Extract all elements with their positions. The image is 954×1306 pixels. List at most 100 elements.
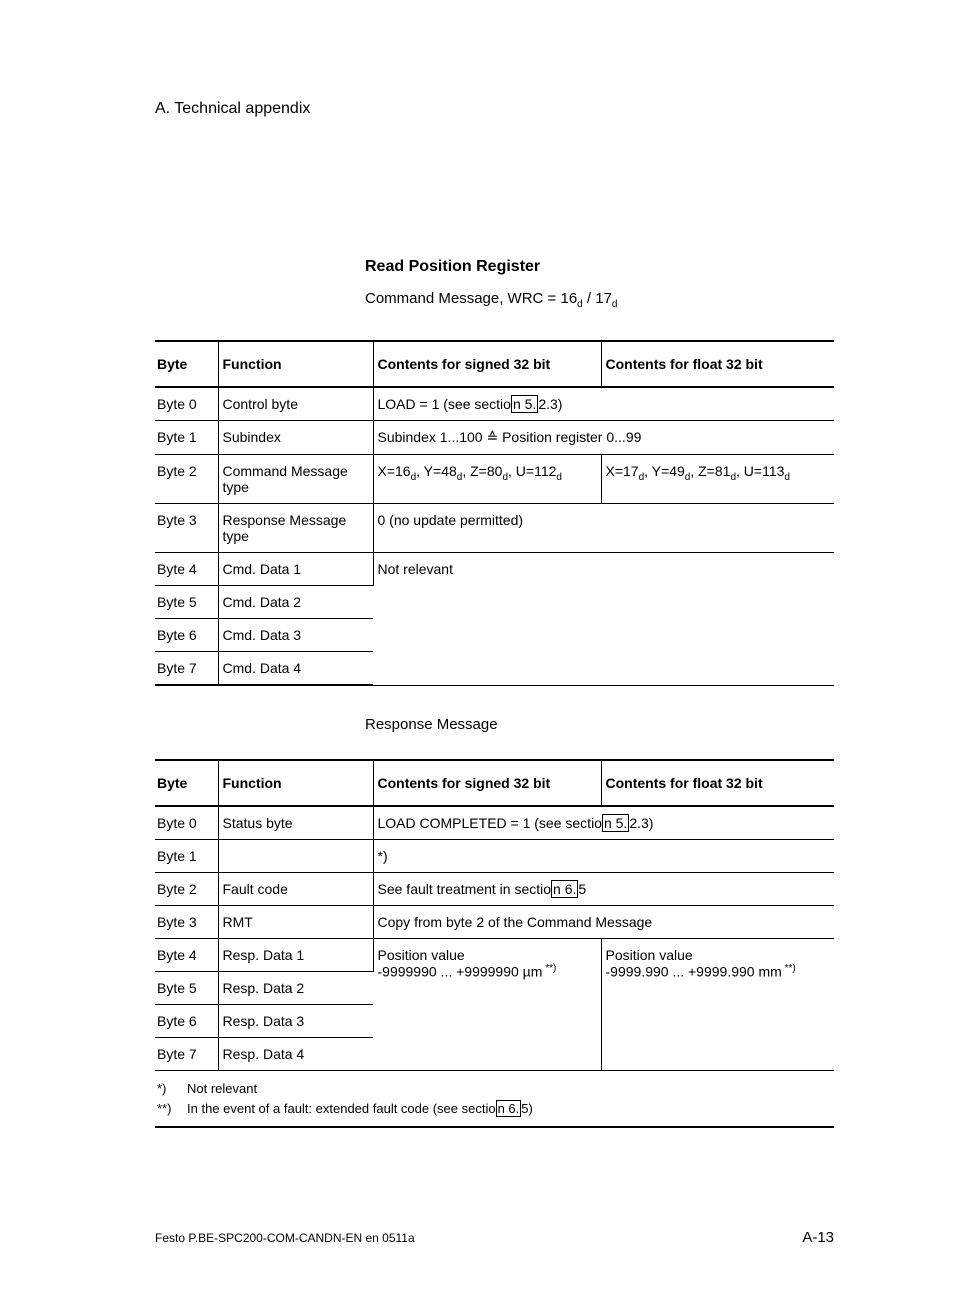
subscript: d xyxy=(784,472,790,483)
cell-func: Command Message type xyxy=(218,455,373,504)
table-row: Byte 4 Cmd. Data 1 Not relevant xyxy=(155,553,834,586)
response-message-table: Byte Function Contents for signed 32 bit… xyxy=(155,759,834,1128)
footnote-mark: **) xyxy=(157,1099,187,1119)
cell-byte: Byte 4 xyxy=(155,939,218,972)
cell-content: LOAD COMPLETED = 1 (see section 5.2.3) xyxy=(373,806,834,840)
section-title: Read Position Register xyxy=(365,258,834,276)
section-link[interactable]: n 6. xyxy=(551,880,578,898)
cell-func: RMT xyxy=(218,906,373,939)
text: , U=113 xyxy=(736,463,784,479)
superscript: **) xyxy=(782,963,796,974)
cell-func: Cmd. Data 3 xyxy=(218,619,373,652)
text: Position value xyxy=(606,947,693,963)
section-link[interactable]: n 5. xyxy=(511,395,538,413)
th-signed: Contents for signed 32 bit xyxy=(373,341,601,387)
cell-byte: Byte 2 xyxy=(155,455,218,504)
table-row: Byte 1 Subindex Subindex 1...100 ≙ Posit… xyxy=(155,421,834,455)
text: X=16 xyxy=(378,463,411,479)
footnote-row: *)Not relevant **)In the event of a faul… xyxy=(155,1071,834,1128)
text: -9999.990 ... +9999.990 mm xyxy=(606,964,782,980)
cell-func: Resp. Data 1 xyxy=(218,939,373,972)
text: Position value xyxy=(378,947,465,963)
cell-content: Not relevant xyxy=(373,553,834,686)
cell-byte: Byte 2 xyxy=(155,873,218,906)
cell-func: Subindex xyxy=(218,421,373,455)
cell-byte: Byte 5 xyxy=(155,972,218,1005)
table-row: Byte 1 *) xyxy=(155,840,834,873)
text: X=17 xyxy=(606,463,639,479)
subtitle-text: Command Message, WRC = 16 xyxy=(365,290,577,307)
cell-content: *) xyxy=(373,840,834,873)
cell-byte: Byte 1 xyxy=(155,840,218,873)
cell-func xyxy=(218,840,373,873)
text: , Y=49 xyxy=(644,463,685,479)
text: , Z=81 xyxy=(690,463,730,479)
cell-byte: Byte 0 xyxy=(155,806,218,840)
footnote-cell: *)Not relevant **)In the event of a faul… xyxy=(155,1071,834,1128)
footnote-text: 5) xyxy=(521,1101,533,1116)
text: 5 xyxy=(578,881,586,897)
cell-content: Subindex 1...100 ≙ Position register 0..… xyxy=(373,421,834,455)
cell-float: Position value -9999.990 ... +9999.990 m… xyxy=(601,939,834,1071)
cell-float: X=17d, Y=49d, Z=81d, U=113d xyxy=(601,455,834,504)
section-link[interactable]: n 5. xyxy=(602,814,629,832)
page-number: A-13 xyxy=(802,1229,834,1246)
text: 2.3) xyxy=(629,815,653,831)
cell-func: Resp. Data 2 xyxy=(218,972,373,1005)
table-row: Byte 0 Control byte LOAD = 1 (see sectio… xyxy=(155,387,834,421)
cell-byte: Byte 7 xyxy=(155,1038,218,1071)
page-footer: Festo P.BE-SPC200-COM-CANDN-EN en 0511a … xyxy=(155,1229,834,1246)
text: See fault treatment in sectio xyxy=(378,881,552,897)
th-byte: Byte xyxy=(155,341,218,387)
footer-left: Festo P.BE-SPC200-COM-CANDN-EN en 0511a xyxy=(155,1231,415,1245)
cell-func: Resp. Data 4 xyxy=(218,1038,373,1071)
cell-byte: Byte 3 xyxy=(155,906,218,939)
cell-byte: Byte 4 xyxy=(155,553,218,586)
section-link[interactable]: n 6. xyxy=(496,1100,522,1117)
table-row: Byte 4 Resp. Data 1 Position value -9999… xyxy=(155,939,834,972)
text: , Y=48 xyxy=(416,463,457,479)
cell-func: Cmd. Data 2 xyxy=(218,586,373,619)
th-byte: Byte xyxy=(155,760,218,806)
cell-content: Copy from byte 2 of the Command Message xyxy=(373,906,834,939)
th-signed: Contents for signed 32 bit xyxy=(373,760,601,806)
cell-signed: X=16d, Y=48d, Z=80d, U=112d xyxy=(373,455,601,504)
cell-byte: Byte 6 xyxy=(155,619,218,652)
text: LOAD COMPLETED = 1 (see sectio xyxy=(378,815,602,831)
section-subtitle: Command Message, WRC = 16d / 17d xyxy=(365,290,834,310)
th-float: Contents for float 32 bit xyxy=(601,760,834,806)
cell-byte: Byte 0 xyxy=(155,387,218,421)
cell-content: LOAD = 1 (see section 5.2.3) xyxy=(373,387,834,421)
page-header: A. Technical appendix xyxy=(155,100,834,118)
cell-content: 0 (no update permitted) xyxy=(373,504,834,553)
th-function: Function xyxy=(218,341,373,387)
cell-func: Cmd. Data 4 xyxy=(218,652,373,686)
text: LOAD = 1 (see sectio xyxy=(378,396,511,412)
table-row: Byte 3 Response Message type 0 (no updat… xyxy=(155,504,834,553)
table-header-row: Byte Function Contents for signed 32 bit… xyxy=(155,341,834,387)
th-float: Contents for float 32 bit xyxy=(601,341,834,387)
footnote-text: Not relevant xyxy=(187,1081,257,1096)
text: 2.3) xyxy=(538,396,562,412)
command-message-table: Byte Function Contents for signed 32 bit… xyxy=(155,340,834,686)
table-row: Byte 2 Fault code See fault treatment in… xyxy=(155,873,834,906)
page: A. Technical appendix Read Position Regi… xyxy=(0,0,954,1306)
superscript: **) xyxy=(542,963,556,974)
text: , U=112 xyxy=(508,463,556,479)
cell-byte: Byte 5 xyxy=(155,586,218,619)
cell-func: Response Message type xyxy=(218,504,373,553)
cell-func: Control byte xyxy=(218,387,373,421)
response-message-title: Response Message xyxy=(365,716,834,733)
footnote-mark: *) xyxy=(157,1079,187,1099)
text: -9999990 ... +9999990 µm xyxy=(378,964,543,980)
cell-func: Resp. Data 3 xyxy=(218,1005,373,1038)
text: , Z=80 xyxy=(462,463,502,479)
table-header-row: Byte Function Contents for signed 32 bit… xyxy=(155,760,834,806)
cell-byte: Byte 3 xyxy=(155,504,218,553)
cell-func: Status byte xyxy=(218,806,373,840)
th-function: Function xyxy=(218,760,373,806)
cell-func: Cmd. Data 1 xyxy=(218,553,373,586)
cell-byte: Byte 1 xyxy=(155,421,218,455)
cell-byte: Byte 6 xyxy=(155,1005,218,1038)
subscript: d xyxy=(612,299,618,310)
